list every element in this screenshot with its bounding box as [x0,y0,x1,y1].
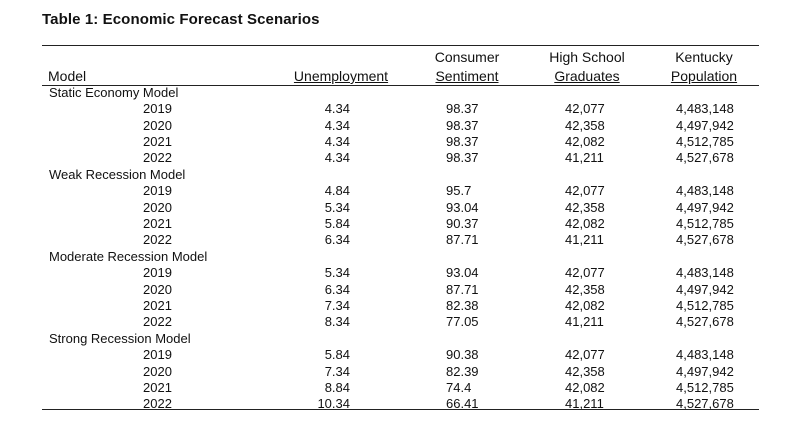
header-unemployment: Unemployment [293,68,389,84]
cell-unemployment: 4.34 [324,101,350,116]
cell-kentucky-population: 4,483,148 [676,183,734,198]
cell-year: 2022 [143,232,172,247]
cell-year: 2019 [143,183,172,198]
cell-high-school-graduates: 42,082 [565,134,605,149]
cell-consumer-sentiment: 98.37 [446,150,479,165]
cell-kentucky-population: 4,527,678 [676,314,734,329]
cell-year: 2019 [143,347,172,362]
header-kentucky-population: Kentucky Population [664,48,744,86]
cell-year: 2021 [143,298,172,313]
cell-high-school-graduates: 42,082 [565,380,605,395]
header-kentucky-line2: Population [670,68,738,84]
header-consumer-sentiment-line1: Consumer [434,49,500,65]
cell-kentucky-population: 4,527,678 [676,150,734,165]
cell-year: 2021 [143,216,172,231]
cell-high-school-graduates: 42,358 [565,364,605,379]
cell-unemployment: 4.34 [324,118,350,133]
cell-unemployment: 6.34 [324,282,350,297]
cell-unemployment: 5.34 [324,200,350,215]
cell-kentucky-population: 4,483,148 [676,265,734,280]
cell-unemployment: 7.34 [324,298,350,313]
cell-high-school-graduates: 42,077 [565,183,605,198]
cell-kentucky-population: 4,512,785 [676,380,734,395]
cell-kentucky-population: 4,483,148 [676,347,734,362]
cell-kentucky-population: 4,512,785 [676,216,734,231]
cell-consumer-sentiment: 90.38 [446,347,479,362]
cell-consumer-sentiment: 77.05 [446,314,479,329]
cell-unemployment: 10.34 [317,396,350,411]
cell-unemployment: 8.34 [324,314,350,329]
cell-kentucky-population: 4,497,942 [676,364,734,379]
cell-consumer-sentiment: 98.37 [446,101,479,116]
cell-unemployment: 5.34 [324,265,350,280]
header-consumer-sentiment-line2: Sentiment [435,68,499,84]
cell-high-school-graduates: 42,358 [565,200,605,215]
cell-unemployment: 4.34 [324,150,350,165]
cell-unemployment: 4.34 [324,134,350,149]
group-label: Weak Recession Model [49,167,186,182]
cell-high-school-graduates: 41,211 [565,150,604,165]
group-label: Moderate Recession Model [49,249,208,264]
cell-consumer-sentiment: 87.71 [446,232,479,247]
cell-consumer-sentiment: 82.38 [446,298,479,313]
table-top-rule [42,45,759,46]
cell-high-school-graduates: 42,358 [565,282,605,297]
cell-consumer-sentiment: 74.4 [446,380,472,395]
group-label: Strong Recession Model [49,331,191,346]
cell-high-school-graduates: 42,077 [565,101,605,116]
cell-consumer-sentiment: 87.71 [446,282,479,297]
header-consumer-sentiment: Consumer Sentiment [430,48,504,86]
cell-kentucky-population: 4,497,942 [676,200,734,215]
cell-kentucky-population: 4,497,942 [676,282,734,297]
cell-unemployment: 4.84 [324,183,350,198]
cell-year: 2022 [143,396,172,411]
cell-kentucky-population: 4,497,942 [676,118,734,133]
cell-unemployment: 5.84 [324,216,350,231]
cell-year: 2022 [143,314,172,329]
cell-unemployment: 7.34 [324,364,350,379]
cell-kentucky-population: 4,527,678 [676,396,734,411]
cell-high-school-graduates: 42,082 [565,216,605,231]
cell-kentucky-population: 4,483,148 [676,101,734,116]
header-high-school-line1: High School [549,49,625,65]
cell-kentucky-population: 4,512,785 [676,134,734,149]
cell-consumer-sentiment: 82.39 [446,364,479,379]
table-title: Table 1: Economic Forecast Scenarios [42,11,320,28]
table-bottom-rule [42,409,759,410]
cell-consumer-sentiment: 93.04 [446,200,479,215]
header-model: Model [48,68,87,84]
cell-consumer-sentiment: 98.37 [446,134,479,149]
cell-year: 2022 [143,150,172,165]
header-high-school-line2: Graduates [554,68,620,84]
group-label: Static Economy Model [49,85,179,100]
header-rule [42,85,759,86]
cell-unemployment: 6.34 [324,232,350,247]
cell-year: 2020 [143,282,172,297]
cell-unemployment: 8.84 [324,380,350,395]
cell-consumer-sentiment: 90.37 [446,216,479,231]
cell-consumer-sentiment: 93.04 [446,265,479,280]
cell-high-school-graduates: 42,077 [565,265,605,280]
cell-year: 2020 [143,200,172,215]
cell-year: 2020 [143,118,172,133]
cell-high-school-graduates: 42,077 [565,347,605,362]
cell-high-school-graduates: 42,082 [565,298,605,313]
cell-kentucky-population: 4,527,678 [676,232,734,247]
cell-year: 2021 [143,380,172,395]
header-kentucky-line1: Kentucky [675,49,733,65]
cell-year: 2020 [143,364,172,379]
cell-high-school-graduates: 42,358 [565,118,605,133]
cell-year: 2021 [143,134,172,149]
cell-year: 2019 [143,265,172,280]
cell-consumer-sentiment: 66.41 [446,396,479,411]
cell-high-school-graduates: 41,211 [565,232,604,247]
cell-year: 2019 [143,101,172,116]
cell-high-school-graduates: 41,211 [565,314,604,329]
cell-consumer-sentiment: 98.37 [446,118,479,133]
header-high-school-graduates: High School Graduates [543,48,631,86]
cell-unemployment: 5.84 [324,347,350,362]
cell-kentucky-population: 4,512,785 [676,298,734,313]
cell-high-school-graduates: 41,211 [565,396,604,411]
cell-consumer-sentiment: 95.7 [446,183,472,198]
